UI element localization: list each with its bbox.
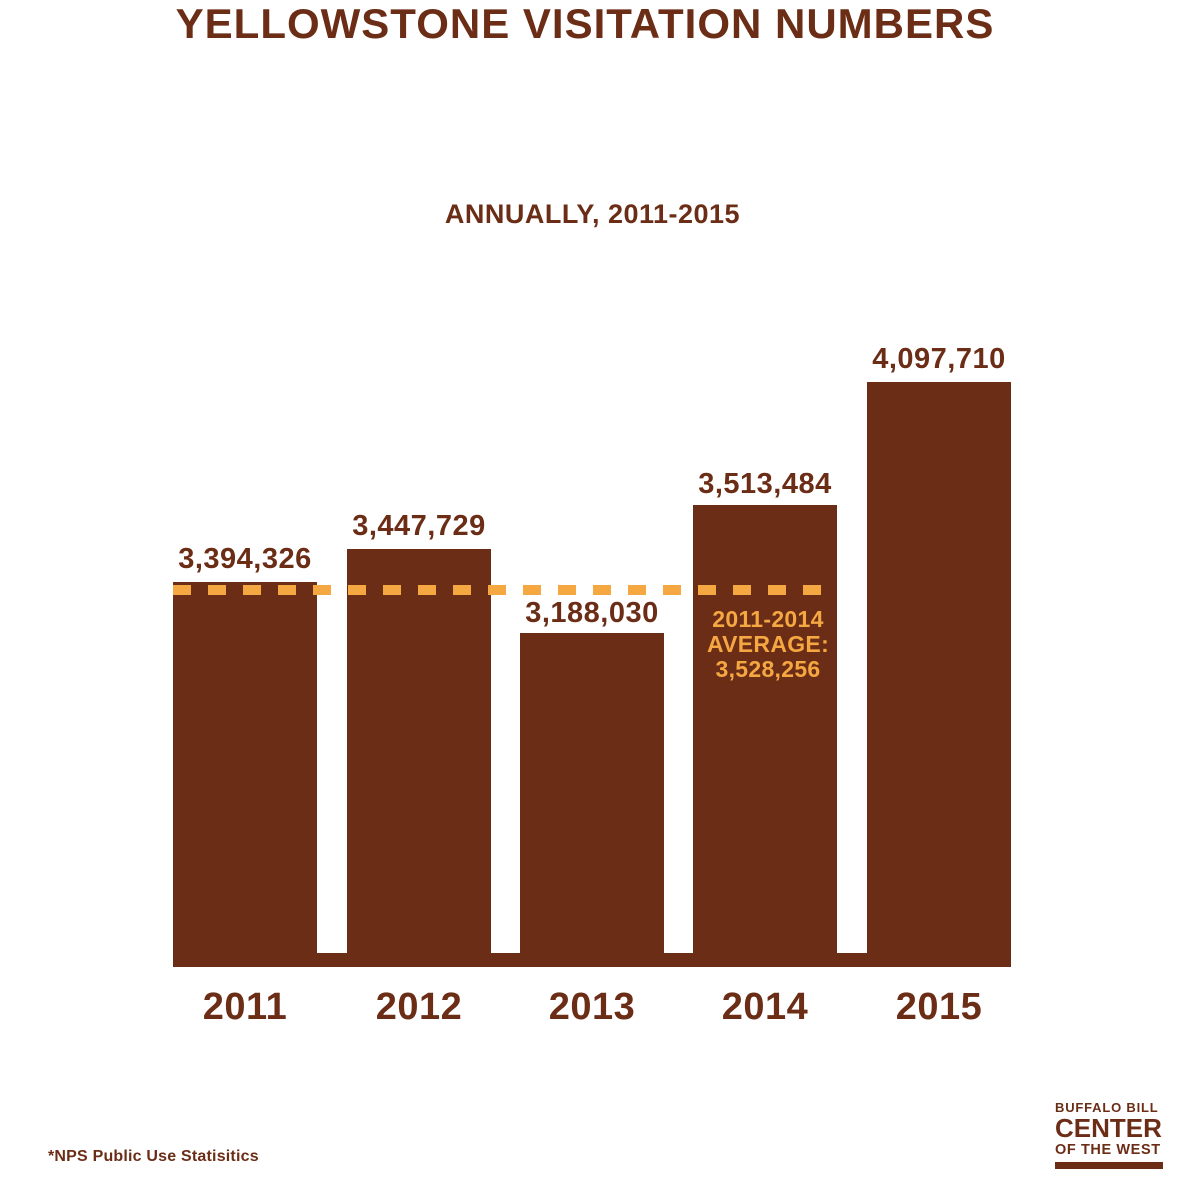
average-annotation-years: 2011-2014 [712, 606, 824, 632]
bar-2014 [693, 505, 837, 953]
average-annotation-caption: AVERAGE: [706, 631, 830, 657]
value-label-2013: 3,188,030 [525, 597, 659, 629]
average-annotation-value: 3,528,256 [715, 656, 821, 682]
buffalo-bill-center-logo: BUFFALO BILL CENTER OF THE WEST [1055, 1100, 1167, 1169]
x-tick-2014: 2014 [721, 986, 809, 1028]
x-tick-2011: 2011 [202, 986, 288, 1028]
x-tick-2013: 2013 [548, 986, 636, 1028]
chart-subtitle: ANNUALLY, 2011-2015 [444, 199, 741, 229]
logo-line-center: CENTER [1055, 1113, 1162, 1143]
bar-2012 [347, 549, 491, 953]
value-label-2015: 4,097,710 [872, 343, 1006, 375]
logo-underline-bar [1055, 1162, 1163, 1169]
source-footnote: *NPS Public Use Statisitics [48, 1148, 259, 1165]
bar-2015 [867, 382, 1011, 953]
average-dashed-line [173, 585, 837, 595]
logo-line-of-the-west: OF THE WEST [1055, 1142, 1161, 1158]
value-label-2011: 3,394,326 [178, 543, 312, 575]
x-axis-baseline [173, 953, 1011, 967]
bar-2011 [173, 582, 317, 953]
logo-line-buffalo-bill: BUFFALO BILL [1055, 1100, 1159, 1115]
value-label-2012: 3,447,729 [352, 510, 486, 542]
value-label-2014: 3,513,484 [698, 468, 832, 500]
bar-2013 [520, 633, 664, 953]
chart-title: YELLOWSTONE VISITATION NUMBERS [175, 0, 995, 47]
x-tick-2015: 2015 [895, 986, 983, 1028]
x-tick-2012: 2012 [375, 986, 463, 1028]
average-annotation: 2011-2014 AVERAGE: 3,528,256 [700, 607, 836, 682]
